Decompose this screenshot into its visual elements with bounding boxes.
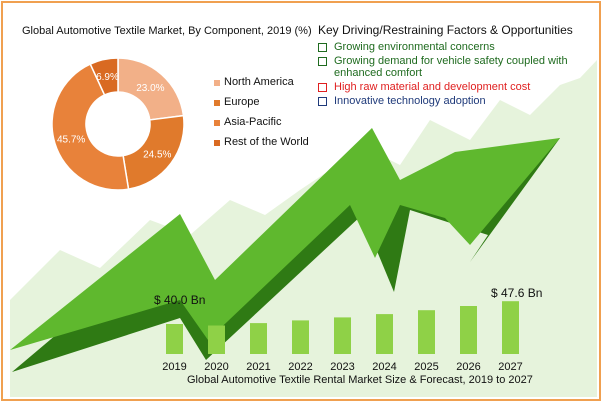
bar-value-label-2027: $ 47.6 Bn (491, 286, 543, 300)
factor-text: High raw material and development cost (334, 81, 531, 93)
checkbox-icon (318, 43, 327, 52)
bar-tick-label: 2023 (330, 361, 354, 373)
bar-tick-label: 2019 (162, 361, 186, 373)
pie-data-label: 6.9% (96, 72, 119, 83)
factors-panel: Key Driving/Restraining Factors & Opport… (318, 23, 594, 109)
bar-2020 (208, 325, 225, 354)
legend-swatch (214, 140, 220, 146)
bar-tick-label: 2027 (498, 361, 522, 373)
checkbox-icon (318, 97, 327, 106)
factor-text: Growing environmental concerns (334, 41, 495, 53)
bar-2025 (418, 310, 435, 354)
legend-label: Europe (224, 96, 260, 108)
pie-slice-north-america (117, 57, 185, 121)
bar-2022 (292, 320, 309, 354)
pie-slice-asia-pacific (51, 63, 130, 190)
pie-data-label: 24.5% (143, 149, 171, 160)
bar-tick-label: 2021 (246, 361, 270, 373)
bar-tick-label: 2025 (414, 361, 438, 373)
factor-item: High raw material and development cost (318, 81, 594, 93)
bar-value-label-2019: $ 40.0 Bn (154, 293, 206, 307)
bar-2026 (460, 306, 477, 354)
factors-title: Key Driving/Restraining Factors & Opport… (318, 23, 573, 37)
legend-label: Asia-Pacific (224, 116, 282, 128)
bar-tick-label: 2020 (204, 361, 228, 373)
bar-2027 (502, 301, 519, 354)
pie-chart-title: Global Automotive Textile Market, By Com… (22, 25, 312, 37)
bar-2023 (334, 317, 351, 354)
legend-swatch (214, 80, 220, 86)
legend-label: North America (224, 76, 294, 88)
growth-arrow (10, 128, 560, 350)
factor-item: Growing demand for vehicle safety couple… (318, 55, 594, 79)
donut-chart: 23.0% 24.5% 45.7% 6.9% (51, 57, 185, 190)
bar-2024 (376, 314, 393, 354)
bar-2021 (250, 323, 267, 354)
pie-slice-rest-of-the-world (89, 57, 119, 96)
pie-data-label: 23.0% (136, 83, 164, 94)
bar-chart-title: Global Automotive Textile Rental Market … (187, 374, 533, 386)
factor-item: Growing environmental concerns (318, 41, 594, 53)
factors-list: Growing environmental concerns Growing de… (318, 41, 594, 107)
pie-data-label: 45.7% (57, 134, 85, 145)
checkbox-icon (318, 57, 327, 66)
factor-text: Growing demand for vehicle safety couple… (334, 55, 568, 79)
checkbox-icon (318, 83, 327, 92)
bar-chart: 2019 2020 2021 2022 2023 2024 2025 2026 2027 (162, 301, 523, 373)
bar-2019 (166, 324, 183, 354)
factor-item: Innovative technology adoption (318, 95, 594, 107)
bar-tick-label: 2022 (288, 361, 312, 373)
legend-swatch (214, 120, 220, 126)
bar-tick-label: 2024 (372, 361, 396, 373)
legend-label: Rest of the World (224, 136, 309, 148)
bar-tick-label: 2026 (456, 361, 480, 373)
factor-text: Innovative technology adoption (334, 95, 486, 107)
legend-swatch (214, 100, 220, 106)
